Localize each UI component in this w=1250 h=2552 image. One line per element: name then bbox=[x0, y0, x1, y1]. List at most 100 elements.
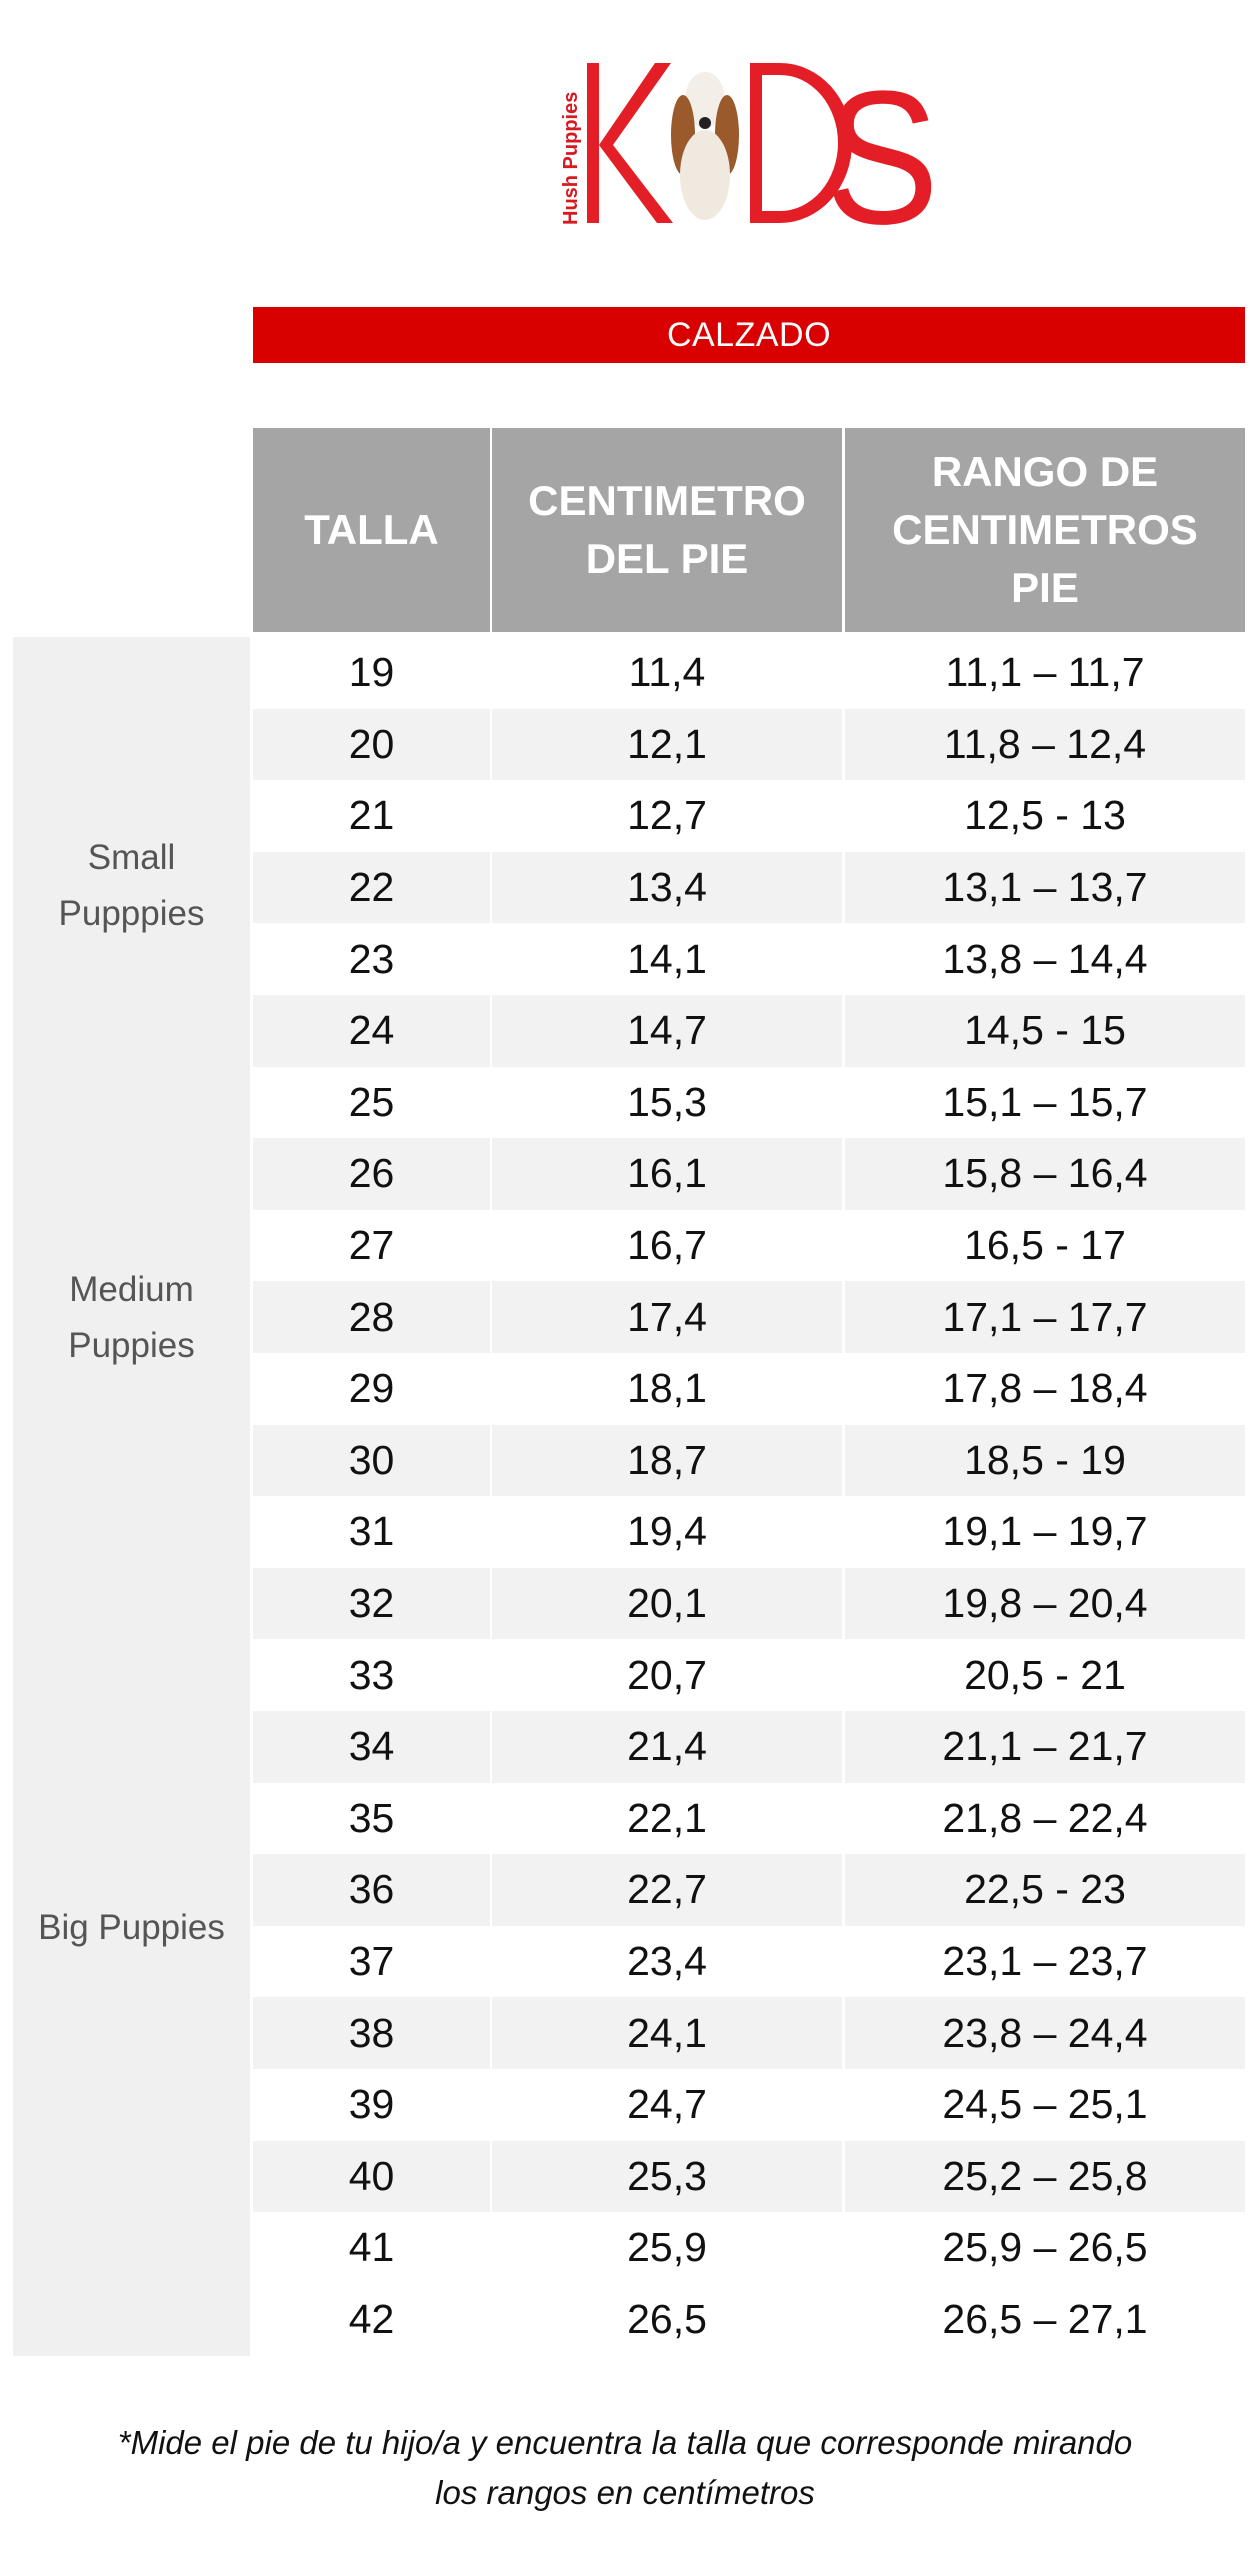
size-cell: 21 bbox=[348, 792, 395, 839]
header-talla: TALLA bbox=[253, 428, 490, 632]
table-row: 31 19,4 19,1 – 19,7 bbox=[253, 1496, 1245, 1568]
group-small-puppies: Small Pupppies bbox=[58, 838, 205, 933]
size-cell: 22 bbox=[253, 851, 490, 924]
cm-range-cell: 22,5 - 23 bbox=[845, 1854, 1245, 1926]
table-row: 36 22,7 22,5 - 23 bbox=[253, 1854, 1245, 1926]
size-group-column bbox=[13, 637, 250, 2356]
foot-cm-cell: 16,7 bbox=[627, 1222, 707, 1269]
footnote: *Mide el pie de tu hijo/a y encuentra la… bbox=[117, 2424, 1133, 2511]
cm-range-cell: 11,1 – 11,7 bbox=[945, 649, 1145, 696]
header-rango-centimetros: RANGO DE CENTIMETROS PIE bbox=[845, 428, 1245, 632]
basset-hound-icon bbox=[671, 72, 739, 220]
size-cell: 33 bbox=[348, 1651, 395, 1698]
table-row: 37 23,4 23,1 – 23,7 bbox=[253, 1926, 1245, 1998]
size-cell: 32 bbox=[253, 1567, 490, 1640]
cm-range-cell: 13,8 – 14,4 bbox=[942, 935, 1148, 982]
foot-cm-cell: 26,5 bbox=[627, 2296, 707, 2343]
size-cell: 29 bbox=[348, 1365, 395, 1412]
size-cell: 40 bbox=[253, 2140, 490, 2213]
size-cell: 26 bbox=[253, 1138, 490, 1210]
table-row: 29 18,1 17,8 – 18,4 bbox=[253, 1353, 1245, 1425]
table-row: 38 24,1 23,8 – 24,4 bbox=[253, 1997, 1245, 2069]
table-row: 23 14,1 13,8 – 14,4 bbox=[253, 923, 1245, 995]
table-row: 20 12,1 11,8 – 12,4 bbox=[253, 708, 1245, 781]
size-cell: 39 bbox=[348, 2081, 395, 2128]
cm-range-cell: 17,8 – 18,4 bbox=[942, 1365, 1148, 1412]
foot-cm-cell: 17,4 bbox=[492, 1281, 842, 1353]
foot-cm-cell: 12,1 bbox=[492, 708, 842, 781]
cm-range-cell: 13,1 – 13,7 bbox=[845, 851, 1245, 924]
table-row: 24 14,7 14,5 - 15 bbox=[253, 995, 1245, 1067]
cm-range-cell: 25,2 – 25,8 bbox=[845, 2140, 1245, 2213]
cm-range-cell: 24,5 – 25,1 bbox=[942, 2081, 1148, 2128]
cm-range-cell: 19,8 – 20,4 bbox=[845, 1567, 1245, 1640]
foot-cm-cell: 14,1 bbox=[627, 935, 707, 982]
table-row: 32 20,1 19,8 – 20,4 bbox=[253, 1567, 1245, 1640]
size-cell: 38 bbox=[253, 1997, 490, 2069]
foot-cm-cell: 11,4 bbox=[628, 649, 706, 696]
foot-cm-cell: 19,4 bbox=[627, 1508, 707, 1555]
foot-cm-cell: 18,1 bbox=[627, 1365, 707, 1412]
foot-cm-cell: 12,7 bbox=[627, 792, 707, 839]
foot-cm-cell: 21,4 bbox=[492, 1711, 842, 1783]
size-cell: 20 bbox=[253, 708, 490, 781]
cm-range-cell: 12,5 - 13 bbox=[964, 792, 1126, 839]
hush-puppies-kids-logo: Hush Puppies S bbox=[555, 52, 945, 264]
foot-cm-cell: 25,3 bbox=[492, 2140, 842, 2213]
size-cell: 37 bbox=[348, 1938, 395, 1985]
table-row: 40 25,3 25,2 – 25,8 bbox=[253, 2140, 1245, 2213]
table-row: 30 18,7 18,5 - 19 bbox=[253, 1424, 1245, 1497]
size-cell: 36 bbox=[253, 1854, 490, 1926]
cm-range-cell: 26,5 – 27,1 bbox=[942, 2296, 1148, 2343]
foot-cm-cell: 22,1 bbox=[627, 1794, 707, 1841]
table-row: 27 16,7 16,5 - 17 bbox=[253, 1210, 1245, 1282]
table-row: 41 25,9 25,9 – 26,5 bbox=[253, 2212, 1245, 2284]
group-big-puppies: Big Puppies bbox=[38, 1908, 225, 1947]
foot-cm-cell: 16,1 bbox=[492, 1138, 842, 1210]
cm-range-cell: 15,8 – 16,4 bbox=[845, 1138, 1245, 1210]
foot-cm-cell: 20,7 bbox=[627, 1651, 707, 1698]
size-cell: 41 bbox=[348, 2224, 395, 2271]
table-row: 19 11,4 11,1 – 11,7 bbox=[253, 637, 1245, 709]
cm-range-cell: 15,1 – 15,7 bbox=[942, 1078, 1148, 1125]
cm-range-cell: 18,5 - 19 bbox=[845, 1424, 1245, 1497]
cm-range-cell: 14,5 - 15 bbox=[845, 995, 1245, 1067]
foot-cm-cell: 15,3 bbox=[627, 1078, 707, 1125]
cm-range-cell: 23,1 – 23,7 bbox=[942, 1938, 1148, 1985]
foot-cm-cell: 22,7 bbox=[492, 1854, 842, 1926]
cm-range-cell: 23,8 – 24,4 bbox=[845, 1997, 1245, 2069]
table-row: 26 16,1 15,8 – 16,4 bbox=[253, 1138, 1245, 1210]
size-cell: 30 bbox=[253, 1424, 490, 1497]
group-medium-puppies: Medium Puppies bbox=[68, 1270, 195, 1365]
foot-cm-cell: 13,4 bbox=[492, 851, 842, 924]
size-cell: 42 bbox=[348, 2296, 395, 2343]
header-centimetro-del-pie: CENTIMETRO DEL PIE bbox=[492, 428, 842, 632]
size-cell: 27 bbox=[348, 1222, 395, 1269]
foot-cm-cell: 24,7 bbox=[627, 2081, 707, 2128]
table-row: 22 13,4 13,1 – 13,7 bbox=[253, 851, 1245, 924]
table-row: 39 24,7 24,5 – 25,1 bbox=[253, 2069, 1245, 2141]
foot-cm-cell: 24,1 bbox=[492, 1997, 842, 2069]
foot-cm-cell: 25,9 bbox=[627, 2224, 707, 2271]
svg-text:Hush Puppies: Hush Puppies bbox=[560, 92, 582, 225]
cm-range-cell: 17,1 – 17,7 bbox=[845, 1281, 1245, 1353]
cm-range-cell: 19,1 – 19,7 bbox=[942, 1508, 1148, 1555]
cm-range-cell: 20,5 - 21 bbox=[964, 1651, 1126, 1698]
cm-range-cell: 21,8 – 22,4 bbox=[942, 1794, 1148, 1841]
table-row: 28 17,4 17,1 – 17,7 bbox=[253, 1281, 1245, 1353]
size-cell: 31 bbox=[348, 1508, 395, 1555]
table-row: 34 21,4 21,1 – 21,7 bbox=[253, 1711, 1245, 1783]
table-row: 42 26,5 26,5 – 27,1 bbox=[253, 2284, 1245, 2356]
size-cell: 19 bbox=[348, 649, 395, 696]
size-cell: 28 bbox=[253, 1281, 490, 1353]
foot-cm-cell: 23,4 bbox=[627, 1938, 707, 1985]
table-row: 33 20,7 20,5 - 21 bbox=[253, 1639, 1245, 1711]
size-cell: 23 bbox=[348, 935, 395, 982]
table-row: 35 22,1 21,8 – 22,4 bbox=[253, 1783, 1245, 1855]
cm-range-cell: 11,8 – 12,4 bbox=[845, 708, 1245, 781]
size-cell: 34 bbox=[253, 1711, 490, 1783]
cm-range-cell: 21,1 – 21,7 bbox=[845, 1711, 1245, 1783]
foot-cm-cell: 20,1 bbox=[492, 1567, 842, 1640]
size-cell: 24 bbox=[253, 995, 490, 1067]
cm-range-cell: 25,9 – 26,5 bbox=[942, 2224, 1148, 2271]
